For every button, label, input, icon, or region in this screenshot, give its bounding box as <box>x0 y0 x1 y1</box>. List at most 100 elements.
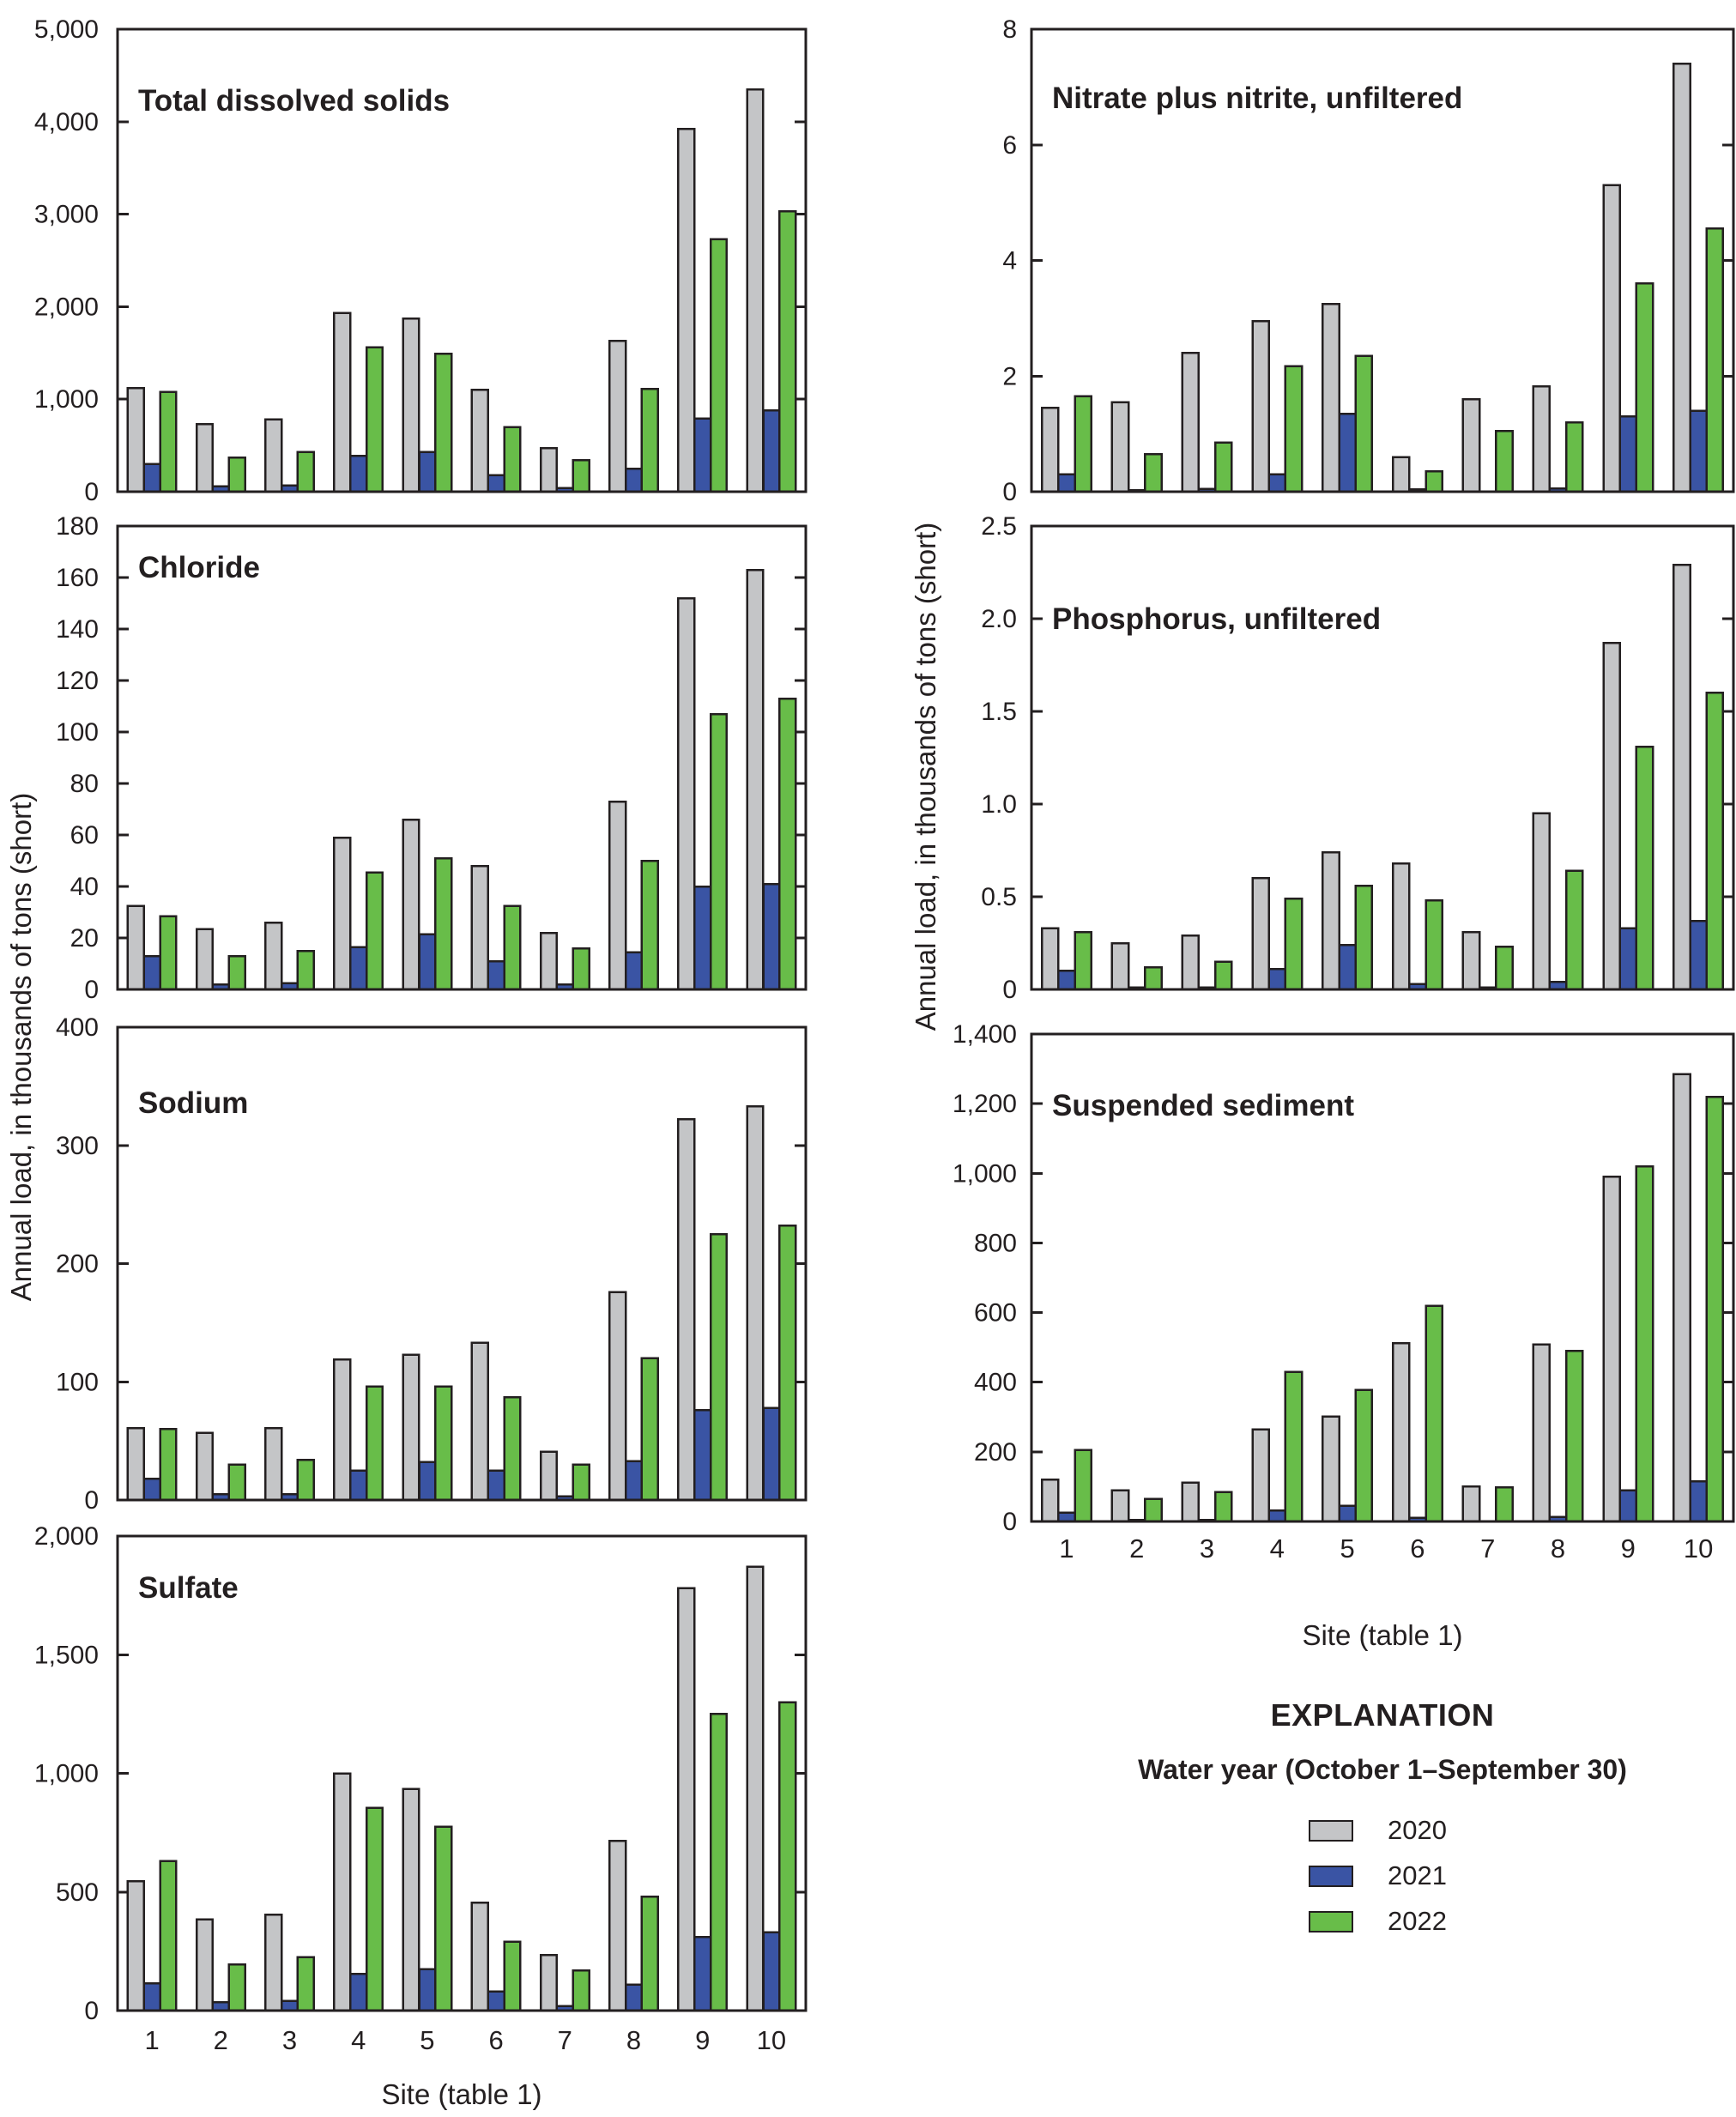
legend-swatch-2022 <box>1309 1910 1353 1933</box>
bar-2021-site-9 <box>1618 415 1638 493</box>
bar-2022-site-1 <box>159 1428 178 1502</box>
bar-2022-site-5 <box>1354 354 1374 493</box>
bar-2021-site-8 <box>624 1983 644 2012</box>
bar-2020-site-5 <box>1322 302 1340 493</box>
bar-2020-site-4 <box>333 836 352 991</box>
plot-box <box>116 27 808 493</box>
bar-2022-site-3 <box>296 1956 315 2012</box>
y-tick-label: 3,000 <box>34 201 99 229</box>
y-tick-label: 400 <box>974 1369 1017 1397</box>
bar-2021-site-9 <box>693 885 712 991</box>
bar-2020-site-1 <box>126 1880 145 2012</box>
bar-2022-site-10 <box>1705 1095 1725 1523</box>
bar-2022-site-8 <box>1564 420 1584 493</box>
chart-panel-5: 0 0.5 1.0 1.5 2.0 2.5 Phosphorus, unfiltered <box>981 512 1735 1004</box>
bar-2021-site-5 <box>418 933 437 991</box>
bar-2022-site-6 <box>1424 470 1443 493</box>
chart-panels: 0 1,000 2,000 3,000 4,000 5,000 Total dissolve… <box>34 15 1735 2055</box>
chart-panel-6: 0 200 400 600 800 1,000 1,200 1,400 1 2 3 4 5 6 7 8 9 10 S… <box>953 1020 1735 1564</box>
bar-2021-site-5 <box>1338 943 1357 991</box>
x-tick-label-site-6: 6 <box>1410 1533 1424 1564</box>
bar-2020-site-9 <box>677 128 696 493</box>
bar-2021-site-1 <box>142 1981 161 2012</box>
bar-2022-site-3 <box>296 949 315 991</box>
bar-2020-site-7 <box>1461 1485 1481 1523</box>
bar-2020-site-1 <box>1040 927 1060 991</box>
bar-2020-site-6 <box>470 1341 489 1502</box>
legend-subtitle: Water year (October 1–September 30) <box>1138 1754 1627 1785</box>
y-tick-label: 2,000 <box>34 1522 99 1551</box>
y-tick-label: 0 <box>84 976 99 1004</box>
bar-2020-site-6 <box>1391 862 1411 991</box>
bar-2021-site-4 <box>349 946 368 991</box>
bar-2020-site-9 <box>1602 641 1621 991</box>
bar-2021-site-10 <box>1689 1480 1708 1523</box>
bar-2022-site-9 <box>1635 282 1654 493</box>
x-tick-label-site-8: 8 <box>626 2025 641 2055</box>
bar-2021-site-10 <box>762 1931 781 2012</box>
legend-label-2022: 2022 <box>1388 1906 1447 1936</box>
bar-2022-site-10 <box>1705 692 1725 991</box>
bar-2022-site-5 <box>434 1385 453 1502</box>
x-tick-label-site-10: 10 <box>757 2025 786 2055</box>
bar-2022-site-2 <box>227 1463 246 1502</box>
bar-2020-site-10 <box>746 1105 765 1502</box>
legend-swatch-2020 <box>1309 1819 1353 1842</box>
y-tick-label: 100 <box>56 718 99 747</box>
bar-2021-site-1 <box>142 1477 161 1502</box>
bar-2020-site-5 <box>1322 850 1340 991</box>
x-tick-label-site-3: 3 <box>1200 1533 1214 1564</box>
x-tick-label-site-4: 4 <box>1270 1533 1285 1564</box>
y-tick-label: 1.5 <box>981 698 1017 726</box>
bar-2020-site-4 <box>333 312 352 493</box>
bar-2021-site-10 <box>762 1406 781 1502</box>
bar-2021-site-10 <box>1689 919 1708 991</box>
x-tick-label-site-5: 5 <box>1340 1533 1354 1564</box>
legend-title: EXPLANATION <box>1270 1697 1495 1733</box>
bar-2022-site-6 <box>1424 1304 1443 1523</box>
bar-2022-site-5 <box>1354 884 1374 991</box>
bar-2020-site-6 <box>470 1901 489 2012</box>
bar-2022-site-6 <box>1424 899 1443 991</box>
bar-2022-site-7 <box>572 947 590 991</box>
bar-2022-site-2 <box>1144 1497 1163 1523</box>
y-tick-label: 8 <box>1002 15 1017 44</box>
bar-2020-site-8 <box>608 1291 627 1502</box>
y-tick-label: 1.0 <box>981 790 1017 819</box>
bar-2021-site-1 <box>142 463 161 493</box>
bar-2022-site-8 <box>640 859 659 991</box>
x-tick-label-site-6: 6 <box>488 2025 503 2055</box>
legend-item-2020: 2020 <box>1309 1815 1456 1846</box>
bar-2020-site-7 <box>539 1953 559 2012</box>
bar-2020-site-8 <box>1532 1343 1552 1523</box>
bar-2020-site-3 <box>263 1913 283 2012</box>
bar-2021-site-9 <box>1618 927 1638 991</box>
bar-2021-site-1 <box>1057 970 1076 991</box>
y-tick-label: 60 <box>70 821 99 850</box>
bar-2020-site-1 <box>126 387 145 493</box>
bar-2021-site-9 <box>693 1936 712 2012</box>
bar-2020-site-1 <box>126 1426 145 1502</box>
plot-box <box>1030 1032 1735 1523</box>
bar-2021-site-10 <box>762 882 781 991</box>
y-tick-label: 1,000 <box>34 385 99 414</box>
bar-2022-site-10 <box>778 697 797 991</box>
legend-item-2021: 2021 <box>1309 1860 1456 1891</box>
bar-2022-site-8 <box>1564 1349 1584 1523</box>
bar-2020-site-4 <box>1251 877 1270 991</box>
y-tick-label: 800 <box>974 1229 1017 1257</box>
panel-title-5: Phosphorus, unfiltered <box>1052 602 1381 636</box>
bar-2020-site-7 <box>539 1450 559 1502</box>
bar-2020-site-6 <box>470 389 489 493</box>
bar-2020-site-6 <box>470 864 489 991</box>
bar-2021-site-4 <box>349 1972 368 2012</box>
bar-2020-site-7 <box>1461 930 1481 991</box>
bar-2022-site-2 <box>1144 452 1163 493</box>
bar-2022-site-1 <box>159 915 178 991</box>
bar-2022-site-7 <box>572 459 590 493</box>
panel-title-1: Chloride <box>138 551 260 584</box>
bar-2020-site-5 <box>402 818 420 991</box>
bar-2021-site-4 <box>1267 473 1287 493</box>
x-tick-label-site-7: 7 <box>558 2025 572 2055</box>
